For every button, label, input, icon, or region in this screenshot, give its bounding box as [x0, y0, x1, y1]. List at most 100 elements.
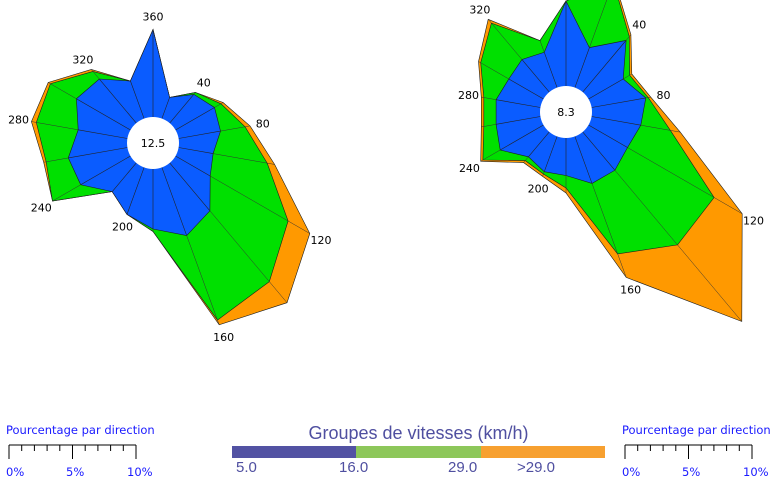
rose-spoke: [496, 116, 541, 125]
rose-spoke-outer: [614, 170, 742, 322]
direction-label-240: 240: [31, 202, 52, 215]
rose-spoke: [500, 124, 544, 151]
scale-label-0: 0%: [6, 465, 25, 479]
rose-spoke: [68, 147, 128, 159]
rose-spoke-outer: [591, 183, 627, 278]
percentage-scale-left: Pourcentage par direction 0% 5% 10%: [6, 423, 166, 479]
rose-spoke-outer: [481, 124, 497, 128]
rose-spoke-outer: [627, 147, 743, 214]
rose-spoke: [528, 131, 550, 158]
calm-circle: [127, 117, 179, 169]
rose-spoke: [543, 52, 558, 88]
rose-spoke: [588, 78, 624, 100]
rose-spoke-outer: [214, 102, 224, 108]
rose-spoke-outer: [645, 96, 651, 99]
rose-spoke-outer: [478, 61, 509, 80]
rose-spoke-outer: [589, 0, 608, 48]
scale-label-5: 5%: [66, 465, 85, 479]
rose-spoke: [169, 162, 211, 211]
rose-spoke-outer: [48, 82, 77, 99]
rose-spoke-outer: [480, 149, 501, 162]
rose-spoke: [78, 129, 128, 139]
direction-label-200: 200: [112, 221, 133, 234]
calm-value: 8.3: [557, 106, 575, 119]
percentage-scale-right: Pourcentage par direction 0% 5% 10%: [622, 423, 771, 479]
scale-title: Pourcentage par direction: [6, 423, 155, 437]
rose-spoke-outer: [640, 124, 681, 133]
scale-label-5: 5%: [682, 465, 701, 479]
scale-label-10: 10%: [127, 465, 153, 479]
rose-spoke-outer: [523, 156, 529, 163]
rose-spoke: [574, 47, 590, 88]
rose-spoke-outer: [43, 157, 69, 163]
legend-label-5: 5.0: [236, 459, 257, 476]
rose-spoke: [99, 78, 137, 124]
direction-label-120: 120: [743, 214, 764, 227]
rose-spoke: [76, 98, 131, 131]
direction-label-240: 240: [459, 162, 480, 175]
legend-label-29: 29.0: [448, 459, 478, 476]
legend-swatch-1: [232, 446, 357, 458]
rose-spoke: [582, 131, 616, 171]
rose-spoke-outer: [52, 184, 81, 202]
legend-label-16: 16.0: [339, 459, 369, 476]
rose-spoke: [126, 167, 145, 215]
rose-spoke: [574, 136, 593, 184]
legend-title: Groupes de vitesses (km/h): [308, 423, 529, 443]
rose-spoke-outer: [481, 96, 497, 100]
direction-label-320: 320: [72, 54, 93, 67]
direction-label-360: 360: [143, 11, 164, 24]
calm-value: 12.5: [141, 137, 166, 150]
rose-spoke: [175, 155, 211, 177]
rose-spoke: [521, 59, 550, 93]
direction-label-120: 120: [311, 234, 332, 247]
rose-spoke-outer: [488, 19, 523, 60]
direction-label-280: 280: [458, 89, 479, 102]
wind-rose-1: 12.5 360 40 80 120 160 200 240 280 320: [8, 11, 331, 345]
rose-spoke: [175, 107, 215, 131]
rose-spoke: [588, 124, 628, 148]
rose-spoke-outer: [542, 171, 545, 177]
rose-spoke-outer: [210, 175, 310, 234]
direction-label-160: 160: [620, 284, 641, 297]
direction-label-200: 200: [528, 183, 549, 196]
wind-rose-2: 8.33604080120160200240280320: [458, 0, 764, 322]
rose-spoke: [111, 162, 137, 192]
rose-spoke: [582, 40, 627, 93]
scale-label-10: 10%: [743, 465, 769, 479]
rose-spoke-outer: [623, 73, 632, 80]
rose-spoke-outer: [209, 210, 288, 303]
rose-spoke-outer: [220, 125, 251, 132]
scale-label-0: 0%: [622, 465, 641, 479]
rose-spoke-outer: [193, 92, 196, 95]
rose-spoke: [591, 116, 641, 126]
direction-label-40: 40: [632, 19, 646, 32]
rose-spoke: [508, 78, 544, 100]
speed-legend-bar: [232, 446, 605, 458]
rose-spoke-outer: [91, 69, 100, 80]
rose-spoke-outer: [213, 153, 275, 165]
scale-title: Pourcentage par direction: [622, 423, 771, 437]
legend-label-gt29: >29.0: [517, 459, 555, 476]
rose-spoke-outer: [186, 235, 220, 325]
legend-swatch-3: [480, 446, 605, 458]
rose-spoke: [161, 167, 187, 236]
rose-spoke: [543, 136, 558, 172]
direction-label-40: 40: [197, 76, 211, 89]
calm-circle: [540, 86, 592, 138]
rose-spoke-outer: [539, 40, 545, 53]
scale-ruler: [624, 444, 753, 459]
direction-label-280: 280: [8, 113, 29, 126]
direction-label-80: 80: [656, 89, 670, 102]
rose-spoke: [161, 97, 170, 119]
rose-spoke: [178, 130, 221, 139]
rose-spoke: [591, 97, 646, 108]
direction-label-80: 80: [256, 118, 270, 131]
direction-label-160: 160: [213, 331, 234, 344]
rose-spoke: [169, 94, 195, 124]
rose-spoke-outer: [625, 34, 632, 41]
rose-spoke: [178, 147, 214, 154]
rose-spoke: [496, 99, 541, 108]
rose-spoke-outer: [31, 121, 79, 131]
